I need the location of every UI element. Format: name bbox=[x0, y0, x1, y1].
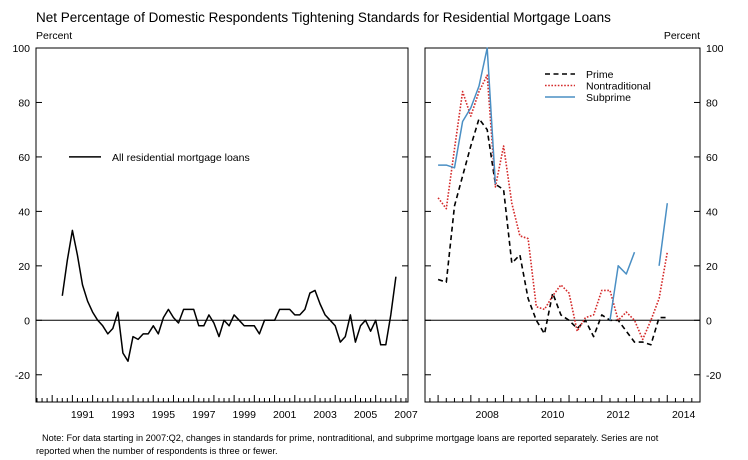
y-tick-label: -20 bbox=[706, 370, 721, 382]
x-tick-label: 2014 bbox=[672, 409, 696, 421]
x-tick-label: 1993 bbox=[111, 409, 135, 421]
x-tick-label: 1997 bbox=[192, 409, 216, 421]
x-tick-label: 1991 bbox=[71, 409, 95, 421]
y-tick-label: 100 bbox=[12, 43, 30, 55]
series-line-all-residential-mortgage-loans bbox=[61, 229, 397, 362]
x-tick-label: 2010 bbox=[541, 409, 565, 421]
y-tick-label: 20 bbox=[706, 261, 718, 273]
panel-all-residential: -20 0 20 40 60 80 100 1991 1993 1995 1997 1999 2001 2… bbox=[12, 43, 417, 421]
x-tick-label: 1999 bbox=[233, 409, 257, 421]
y-tick-label: 0 bbox=[706, 315, 712, 327]
y-tick-label: -20 bbox=[15, 370, 30, 382]
chart-note-line-1: Note: For data starting in 2007:Q2, chan… bbox=[42, 433, 659, 443]
y-tick-label: 0 bbox=[24, 315, 30, 327]
y-tick-label: 80 bbox=[706, 97, 718, 109]
x-tick-label: 2005 bbox=[354, 409, 378, 421]
y-tick-label: 40 bbox=[18, 206, 30, 218]
y-tick-label: 100 bbox=[706, 43, 724, 55]
x-tick-label: 1995 bbox=[152, 409, 176, 421]
panel-by-loan-type: -20 0 20 40 60 80 100 2008 2010 2012 2014 PrimeNont… bbox=[424, 43, 724, 421]
series-line-prime bbox=[437, 118, 668, 346]
plot-frame bbox=[424, 47, 701, 403]
x-tick-label: 2008 bbox=[476, 409, 500, 421]
x-tick-label: 2007 bbox=[394, 409, 418, 421]
series-line-nontraditional bbox=[437, 74, 669, 341]
chart-note-line-2: reported when the number of respondents … bbox=[36, 446, 278, 456]
legend-label-subprime: Subprime bbox=[586, 92, 631, 104]
plot-frame bbox=[35, 47, 409, 403]
legend-label-nontraditional: Nontraditional bbox=[586, 81, 651, 93]
y-tick-label: 60 bbox=[18, 152, 30, 164]
right-axis-unit: Percent bbox=[664, 30, 700, 42]
legend-label-prime: Prime bbox=[586, 69, 614, 81]
y-tick-label: 80 bbox=[18, 97, 30, 109]
x-tick-label: 2001 bbox=[273, 409, 297, 421]
y-tick-label: 60 bbox=[706, 152, 718, 164]
x-tick-label: 2003 bbox=[313, 409, 337, 421]
x-tick-label: 2012 bbox=[606, 409, 630, 421]
legend-label-all-residential: All residential mortgage loans bbox=[112, 152, 250, 164]
y-tick-label: 40 bbox=[706, 206, 718, 218]
left-axis-unit: Percent bbox=[36, 30, 72, 42]
y-tick-label: 20 bbox=[18, 261, 30, 273]
chart-title: Net Percentage of Domestic Respondents T… bbox=[36, 10, 611, 25]
series-line-subprime bbox=[438, 47, 669, 321]
